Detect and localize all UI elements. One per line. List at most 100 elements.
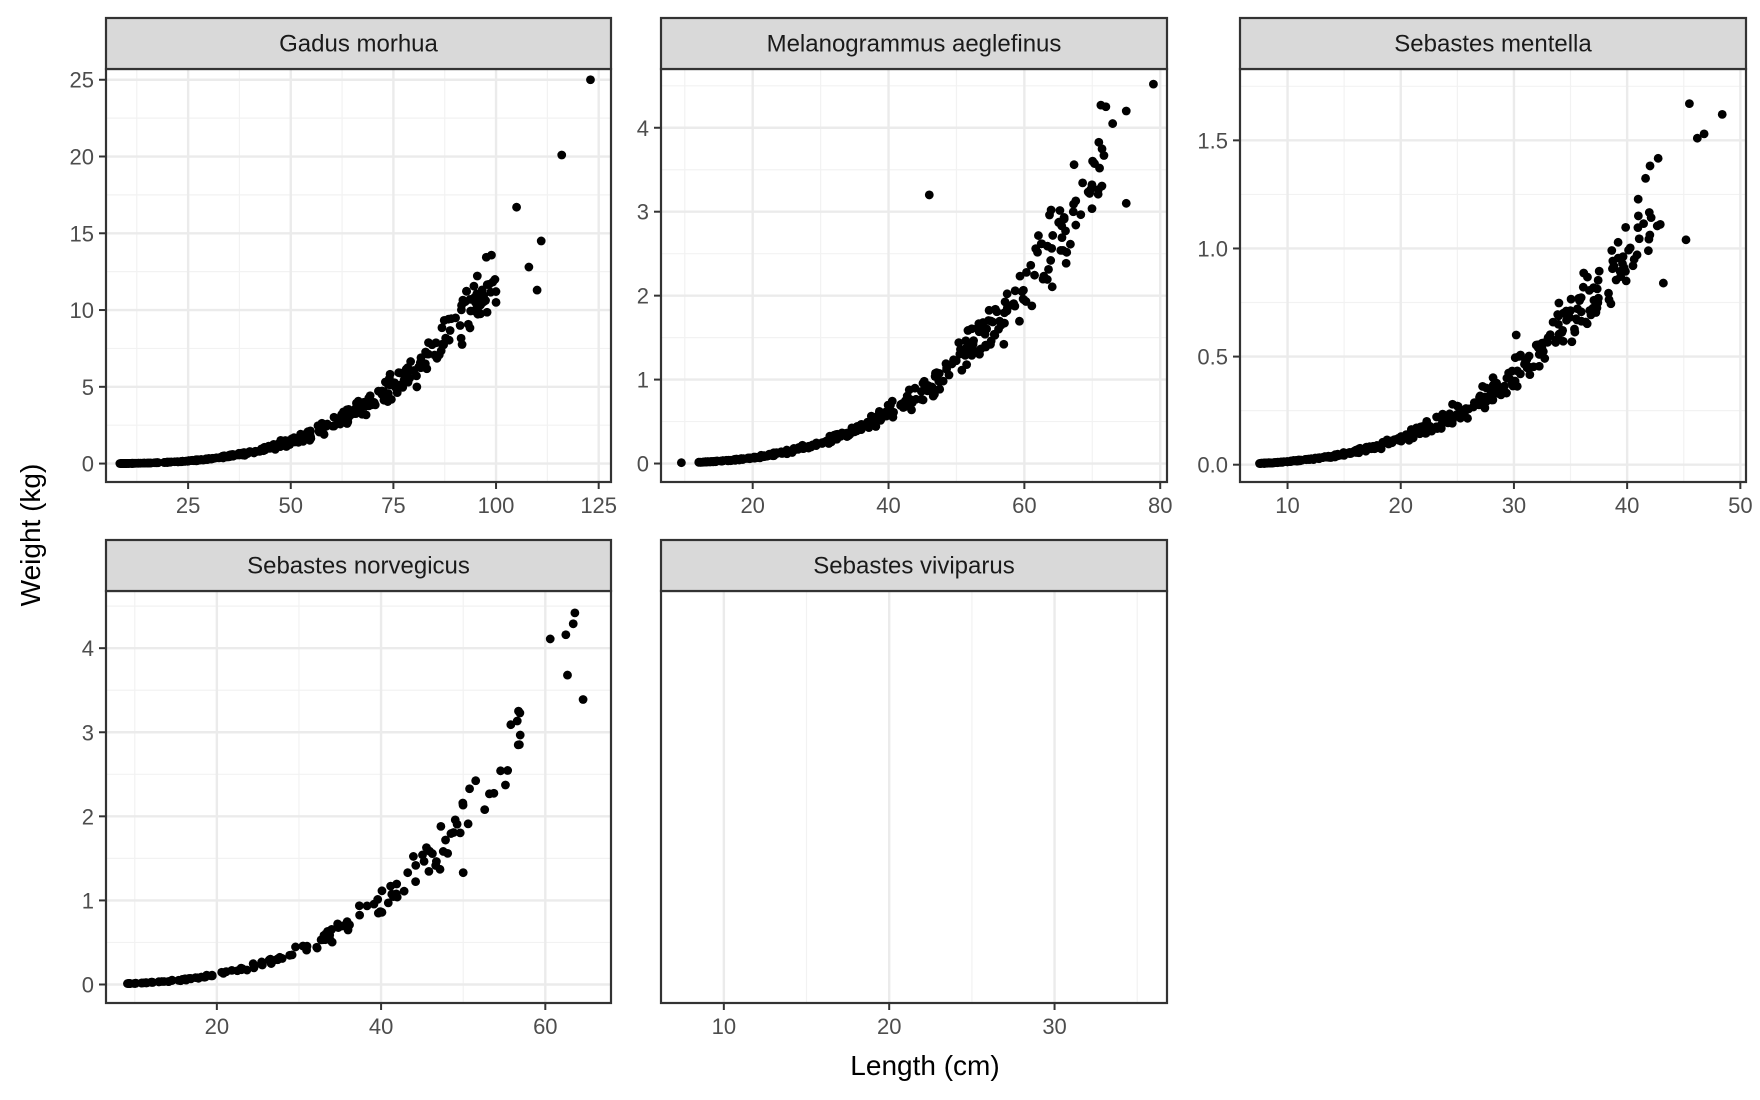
data-point [949, 355, 958, 365]
facet-strip [1238, 16, 1748, 71]
panel-background [106, 69, 611, 482]
data-point [1436, 424, 1446, 433]
data-point [1396, 436, 1406, 446]
data-point [1015, 271, 1025, 281]
data-point [999, 339, 1009, 349]
data-point [201, 454, 211, 464]
data-point [1616, 272, 1626, 281]
data-point [902, 391, 912, 401]
data-point [1613, 237, 1623, 247]
data-point [1566, 294, 1576, 304]
data-point [1685, 99, 1694, 108]
data-point [836, 431, 846, 440]
x-tick-label: 60 [533, 1014, 557, 1039]
data-point [469, 281, 479, 291]
y-tick-label: 3 [82, 720, 94, 745]
x-tick-label: 50 [279, 493, 303, 518]
data-point [736, 454, 746, 463]
data-point [1305, 455, 1315, 464]
data-point [462, 286, 472, 296]
data-point [479, 291, 489, 300]
data-point [1065, 239, 1075, 249]
data-point [1681, 235, 1691, 245]
facet-strip [104, 16, 613, 71]
data-point [405, 373, 415, 383]
data-point [1010, 301, 1020, 311]
data-point [962, 360, 972, 370]
data-point [967, 350, 977, 360]
data-point [146, 977, 156, 987]
data-point [790, 444, 800, 454]
data-point [1482, 383, 1491, 393]
data-point [1437, 413, 1447, 423]
y-tick-label: 0 [82, 973, 94, 998]
data-point [154, 977, 164, 987]
data-point [1323, 452, 1333, 462]
data-point [1573, 304, 1582, 314]
data-point [472, 271, 482, 281]
data-point [236, 965, 246, 975]
x-tick-label: 75 [381, 493, 405, 518]
data-point [1607, 246, 1617, 255]
y-tick-label: 3 [637, 200, 649, 225]
data-point [1062, 247, 1072, 257]
data-point [769, 450, 779, 460]
data-point [414, 362, 424, 372]
data-point [471, 297, 481, 306]
data-point [1427, 426, 1436, 436]
data-point [1461, 404, 1471, 413]
facet-panel: Sebastes viviparus 10 20 30 [659, 538, 1169, 1039]
data-point [1499, 381, 1509, 391]
y-tick-label: 20 [70, 145, 94, 170]
data-point [434, 350, 444, 360]
data-point [1283, 457, 1293, 467]
data-point [578, 695, 588, 704]
data-point [563, 670, 572, 680]
data-point [1094, 185, 1103, 194]
data-point [1593, 275, 1603, 285]
data-point [318, 427, 327, 437]
facet-strip-label: Melanogrammus aeglefinus [767, 31, 1062, 58]
data-point [1554, 298, 1564, 308]
data-point [1046, 205, 1056, 215]
data-point [206, 971, 216, 981]
data-point [1548, 317, 1558, 327]
data-point [1570, 327, 1580, 337]
data-point [1692, 133, 1702, 143]
data-point [1645, 230, 1655, 240]
facet-strip-label: Gadus morhua [279, 31, 438, 58]
data-point [436, 822, 446, 831]
data-point [450, 815, 460, 825]
data-point [354, 901, 364, 911]
data-point [1015, 316, 1024, 326]
data-point [287, 950, 297, 960]
y-tick-label: 10 [70, 298, 94, 323]
data-point [989, 329, 999, 339]
data-point [451, 313, 460, 323]
data-point [1512, 366, 1522, 376]
data-point [570, 608, 580, 618]
y-tick-label: 0.0 [1197, 453, 1228, 478]
x-tick-label: 100 [478, 493, 515, 518]
data-point [221, 967, 231, 976]
data-point [257, 444, 266, 454]
data-point [446, 829, 456, 838]
y-tick-label: 4 [637, 116, 649, 141]
data-point [465, 784, 474, 794]
data-point [1567, 337, 1577, 347]
data-point [480, 805, 490, 815]
data-point [918, 378, 928, 388]
data-point [1055, 206, 1065, 215]
facet-strip-label: Sebastes mentella [1394, 31, 1592, 58]
data-point [422, 843, 431, 853]
data-point [1445, 409, 1455, 419]
data-point [981, 342, 991, 352]
data-point [458, 868, 468, 878]
data-point [676, 458, 686, 468]
data-point [408, 852, 418, 861]
data-point [163, 977, 173, 986]
data-point [443, 314, 453, 324]
data-point [1061, 226, 1070, 236]
data-point [1491, 385, 1501, 395]
data-point [431, 861, 441, 870]
